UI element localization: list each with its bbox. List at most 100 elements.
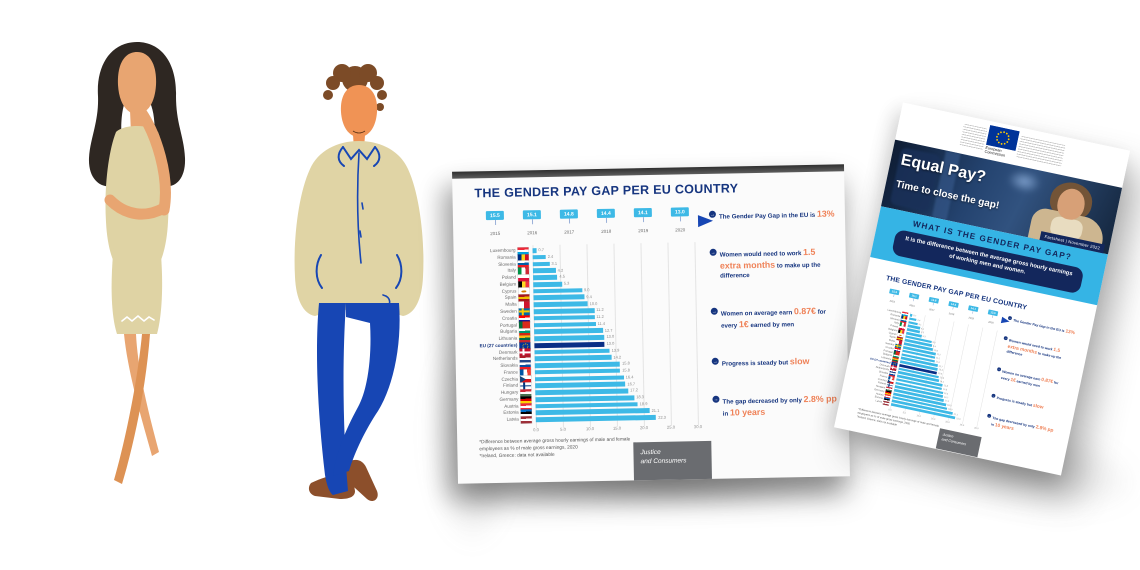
bullet-text: Women on average earn 0.87€ for every 1€… bbox=[1000, 368, 1065, 395]
country-bar bbox=[532, 261, 550, 267]
country-label: Slovenia bbox=[498, 261, 516, 267]
flyer-subheadline: Time to close the gap! bbox=[894, 178, 1001, 212]
bullet-item: → Women on average earn 0.87€ for every 1… bbox=[710, 304, 837, 332]
bar-value: 4.5 bbox=[559, 274, 565, 280]
country-label: Slovakia bbox=[500, 362, 518, 368]
highlight-text: 2.8% pp bbox=[1035, 423, 1055, 433]
country-flag-icon bbox=[882, 400, 890, 406]
bar-value: 9.0 bbox=[583, 287, 590, 293]
highlight-text: 1€ bbox=[738, 319, 749, 330]
timeline-value: 15.5 bbox=[889, 288, 900, 296]
bar-value: 13.9 bbox=[611, 347, 620, 353]
timeline-stem bbox=[952, 306, 954, 310]
bullet-text: The Gender Pay Gap in the EU is 13% bbox=[1013, 316, 1076, 336]
timeline-stem bbox=[494, 219, 496, 225]
photo-woman-hair bbox=[1047, 178, 1096, 223]
man-face bbox=[340, 85, 378, 137]
man-illustration bbox=[294, 64, 424, 502]
timeline-stem bbox=[971, 310, 974, 314]
plain-text: The gap decreased by only bbox=[722, 396, 804, 406]
bar-value: 21.1 bbox=[651, 407, 660, 413]
man-hair bbox=[323, 64, 387, 111]
woman-hand bbox=[133, 103, 145, 115]
timeline-value: 15.5 bbox=[485, 210, 504, 221]
woman-dress-skirt bbox=[111, 244, 163, 334]
man-chin-line bbox=[352, 130, 366, 134]
timeline-stem bbox=[932, 302, 934, 306]
bar-value: 15.8 bbox=[622, 360, 630, 366]
flag-cross bbox=[518, 310, 530, 313]
country-bar bbox=[535, 415, 657, 423]
bar-value: 0.7 bbox=[538, 247, 544, 253]
country-label: Bulgaria bbox=[500, 328, 518, 335]
plain-text: Progress is steady but bbox=[721, 359, 790, 368]
timeline-marker: 14.4 2018 bbox=[596, 208, 616, 234]
chart-title: THE GENDER PAY GAP PER EU COUNTRY bbox=[474, 181, 739, 201]
timeline-stem bbox=[531, 219, 533, 225]
country-bar bbox=[532, 254, 546, 260]
highlight-text: slow bbox=[1032, 402, 1045, 410]
timeline-marker: 15.5 2015 bbox=[485, 210, 505, 237]
photo-light-glow bbox=[1005, 167, 1044, 196]
country-bar bbox=[532, 248, 537, 253]
bar-value: 16.7 bbox=[627, 381, 636, 387]
timeline-year: 2016 bbox=[527, 230, 538, 236]
timeline-year: 2015 bbox=[490, 230, 501, 237]
timeline-value: 13.0 bbox=[987, 309, 999, 317]
country-label: France bbox=[503, 369, 518, 375]
plain-text: earned by men bbox=[1015, 379, 1041, 389]
bar-value: 13.0 bbox=[606, 340, 615, 346]
woman-dress-bodice bbox=[105, 126, 169, 266]
timeline-arrow bbox=[884, 294, 1010, 324]
woman-arm-to-chin bbox=[135, 106, 171, 216]
country-label: Czechia bbox=[501, 376, 519, 382]
country-label: Denmark bbox=[498, 349, 518, 355]
bullet-text: The gap decreased by only 2.8% pp in 10 … bbox=[722, 392, 838, 420]
country-label: Lithuania bbox=[498, 335, 518, 341]
country-label: Finland bbox=[503, 382, 519, 389]
gap-timeline: 15.5 2015 15.1 2016 14.8 2017 14.4 2018 14.1 2019… bbox=[881, 286, 1012, 332]
timeline-stem bbox=[605, 217, 607, 223]
country-label: Romania bbox=[497, 254, 516, 260]
bar-chart: Luxembourg 0.7 Romania 2.4 Slovenia 3.1 Italy 4… bbox=[476, 242, 725, 429]
x-axis-tick: 5.0 bbox=[560, 426, 566, 432]
timeline-value: 14.1 bbox=[633, 207, 652, 218]
flyer-chart-wrap: THE GENDER PAY GAP PER EU COUNTRY 15.5 201… bbox=[843, 264, 1086, 470]
bar-value: 9.4 bbox=[586, 293, 592, 299]
equal-pay-flyer: European Commission Equal Pay? Time to c… bbox=[834, 102, 1130, 476]
highlight-text: 10 years bbox=[729, 407, 766, 418]
highlight-text: 0.87€ bbox=[793, 305, 817, 316]
country-label: Netherlands bbox=[492, 355, 518, 362]
country-bar bbox=[533, 294, 585, 301]
flag-cross bbox=[520, 384, 532, 387]
gap-timeline: 15.5 2015 15.1 2016 14.8 2017 14.4 2018 14.1 2019… bbox=[477, 205, 716, 246]
timeline-value: 14.8 bbox=[928, 296, 940, 304]
factsheet-chart-card: THE GENDER PAY GAP PER EU COUNTRY 15.5 201… bbox=[452, 164, 850, 484]
highlight-text: slow bbox=[789, 355, 810, 367]
gender-pay-gap-chart-section-mini: THE GENDER PAY GAP PER EU COUNTRY 15.5 201… bbox=[842, 267, 1085, 473]
bullet-arrow-icon: → bbox=[1003, 335, 1009, 341]
country-bar bbox=[533, 287, 582, 294]
plain-text: Women would need to work bbox=[719, 249, 804, 259]
x-axis-tick: 20.0 bbox=[639, 425, 649, 431]
logo-center: European Commission bbox=[984, 125, 1020, 160]
timeline-value: 14.4 bbox=[596, 208, 615, 219]
highlight-text: 13% bbox=[816, 208, 835, 219]
chart-footnote: *Difference between average gross hourly… bbox=[479, 436, 649, 461]
timeline-stem bbox=[893, 294, 895, 297]
bar-value: 17.2 bbox=[630, 387, 639, 393]
country-label: Estonia bbox=[503, 410, 519, 416]
bullet-item: → The Gender Pay Gap in the EU is 13% bbox=[1007, 315, 1076, 336]
woman-leg-front bbox=[114, 334, 150, 484]
country-bar bbox=[533, 274, 558, 280]
timeline-value: 15.1 bbox=[522, 210, 541, 220]
country-label: Malta bbox=[505, 301, 517, 307]
x-axis-tick: 15.0 bbox=[930, 417, 936, 421]
eu-flag-icon bbox=[986, 125, 1020, 151]
man-shirt-details bbox=[315, 146, 403, 310]
x-axis-tick: 15.0 bbox=[612, 425, 622, 431]
country-label: Latvia bbox=[506, 416, 519, 423]
gender-pay-gap-chart-section: THE GENDER PAY GAP PER EU COUNTRY 15.5 201… bbox=[452, 171, 850, 483]
plain-text: Progress is steady but bbox=[996, 396, 1034, 408]
bullet-item: → Progress is steady but slow bbox=[991, 393, 1060, 414]
